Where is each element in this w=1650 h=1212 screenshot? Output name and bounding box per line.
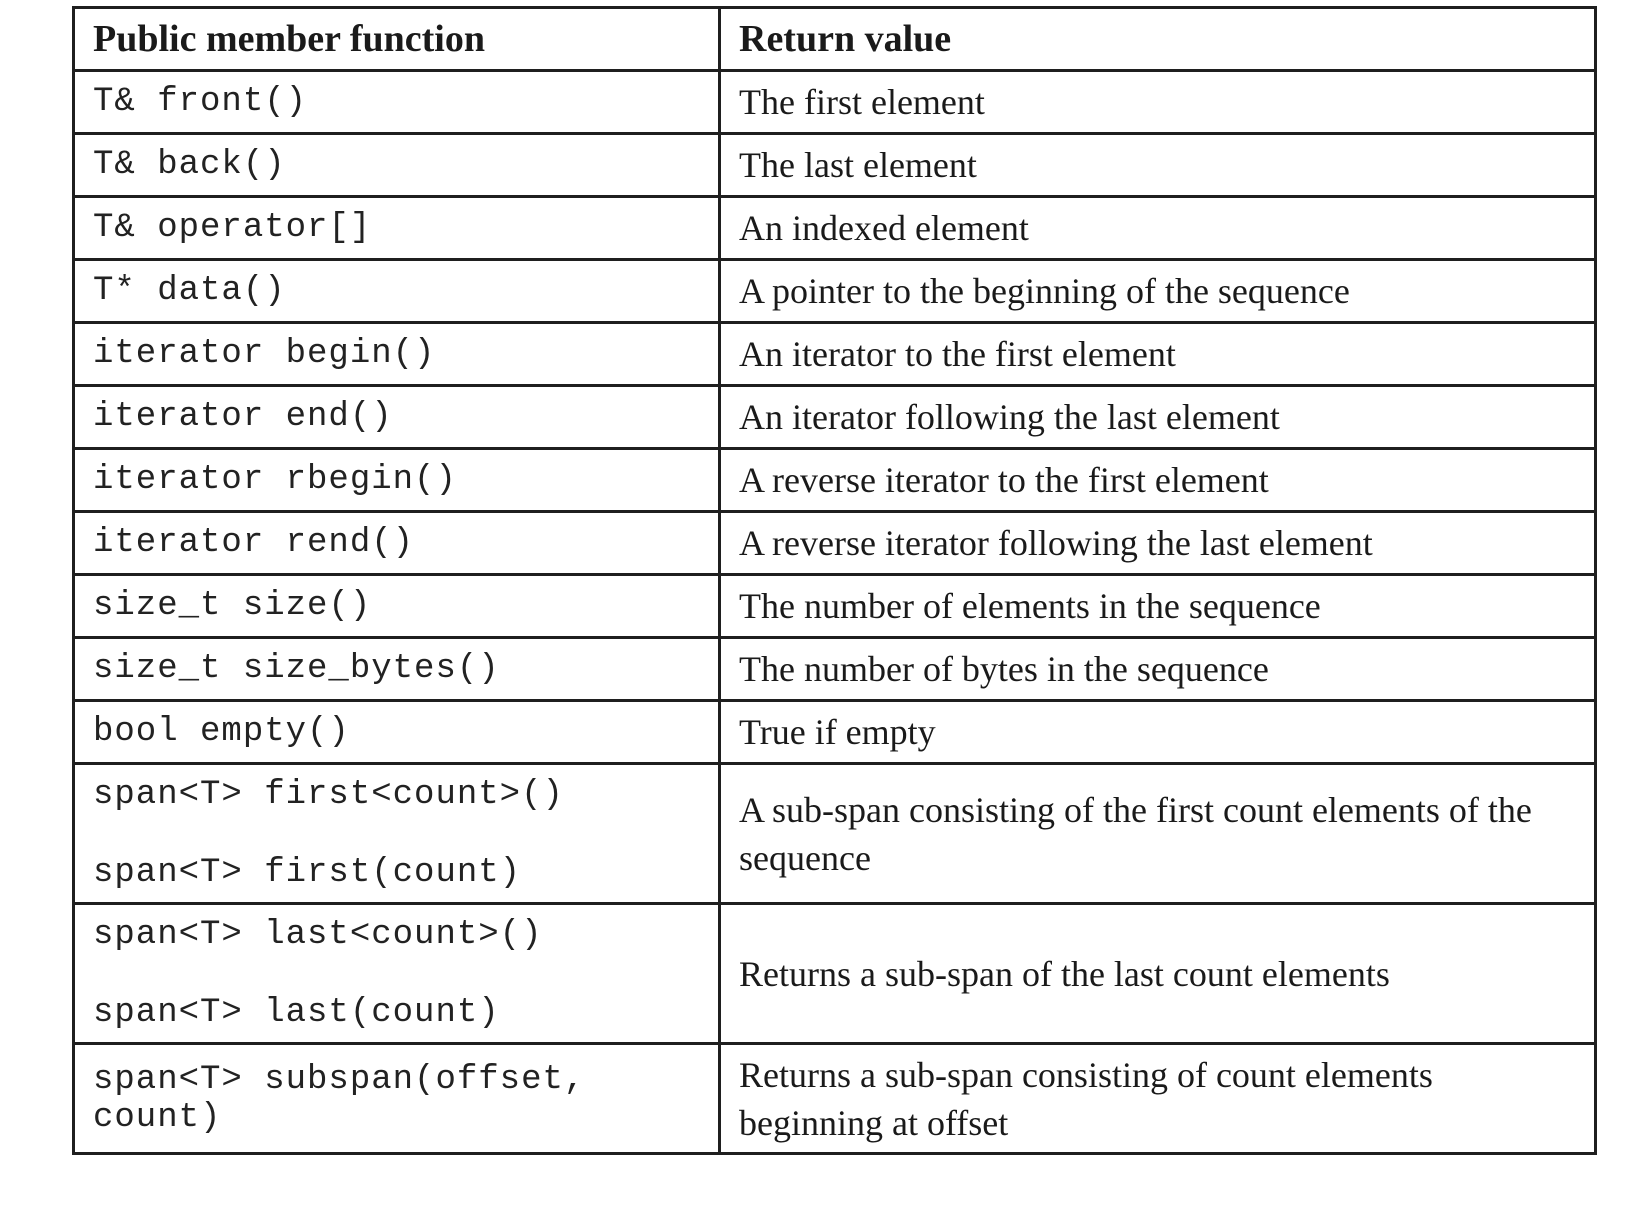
return-cell: A pointer to the beginning of the sequen…	[718, 258, 1597, 324]
function-signature: T& back()	[93, 146, 286, 184]
function-cell: size_t size()	[72, 573, 721, 639]
function-signature: iterator begin()	[93, 335, 436, 373]
function-cell: iterator rbegin()	[72, 447, 721, 513]
function-cell: iterator begin()	[72, 321, 721, 387]
function-cell: span<T> subspan(offset, count)	[72, 1042, 721, 1155]
table-row: iterator end() An iterator following the…	[72, 384, 1597, 450]
function-signature: span<T> subspan(offset,	[93, 1060, 586, 1099]
function-signature: span<T> last(count)	[93, 993, 500, 1032]
function-signature: T& front()	[93, 83, 308, 121]
function-signature: bool empty()	[93, 713, 350, 751]
header-return-value: Return value	[718, 6, 1597, 72]
function-cell: iterator rend()	[72, 510, 721, 576]
function-cell: span<T> last<count>() span<T> last(count…	[72, 902, 721, 1045]
member-function-table: Public member function Return value T& f…	[72, 6, 1597, 1155]
function-signature: iterator end()	[93, 398, 393, 436]
table-row: span<T> first<count>() span<T> first(cou…	[72, 762, 1597, 905]
function-cell: T& operator[]	[72, 195, 721, 261]
return-cell: A reverse iterator following the last el…	[718, 510, 1597, 576]
function-cell: bool empty()	[72, 699, 721, 765]
table-row: iterator rbegin() A reverse iterator to …	[72, 447, 1597, 513]
function-signature: iterator rbegin()	[93, 461, 457, 499]
return-cell: The number of bytes in the sequence	[718, 636, 1597, 702]
table-row: T& back() The last element	[72, 132, 1597, 198]
table-row: size_t size() The number of elements in …	[72, 573, 1597, 639]
function-cell: iterator end()	[72, 384, 721, 450]
table-row: iterator rend() A reverse iterator follo…	[72, 510, 1597, 576]
return-cell: An indexed element	[718, 195, 1597, 261]
line-gap	[93, 954, 700, 994]
table-header-row: Public member function Return value	[72, 6, 1597, 72]
function-signature: span<T> first(count)	[93, 853, 522, 892]
return-cell: A sub-span consisting of the first count…	[718, 762, 1597, 905]
return-cell: True if empty	[718, 699, 1597, 765]
function-cell: T& front()	[72, 69, 721, 135]
function-cell: T& back()	[72, 132, 721, 198]
header-public-member-function: Public member function	[72, 6, 721, 72]
function-signature: span<T> last<count>()	[93, 915, 543, 954]
table-row: size_t size_bytes() The number of bytes …	[72, 636, 1597, 702]
function-signature: T* data()	[93, 272, 286, 310]
return-cell: Returns a sub-span of the last count ele…	[718, 902, 1597, 1045]
function-signature: size_t size_bytes()	[93, 650, 500, 688]
function-signature: count)	[93, 1098, 222, 1137]
table-row: iterator begin() An iterator to the firs…	[72, 321, 1597, 387]
return-cell: The number of elements in the sequence	[718, 573, 1597, 639]
return-cell: A reverse iterator to the first element	[718, 447, 1597, 513]
line-gap	[93, 814, 700, 854]
function-signature: T& operator[]	[93, 209, 372, 247]
return-cell: An iterator to the first element	[718, 321, 1597, 387]
function-cell: T* data()	[72, 258, 721, 324]
return-cell: Returns a sub-span consisting of count e…	[718, 1042, 1597, 1155]
function-cell: span<T> first<count>() span<T> first(cou…	[72, 762, 721, 905]
return-cell: The last element	[718, 132, 1597, 198]
table-row: bool empty() True if empty	[72, 699, 1597, 765]
return-cell: The first element	[718, 69, 1597, 135]
table-row: T& operator[] An indexed element	[72, 195, 1597, 261]
function-cell: size_t size_bytes()	[72, 636, 721, 702]
return-cell: An iterator following the last element	[718, 384, 1597, 450]
function-signature: iterator rend()	[93, 524, 415, 562]
table-row: span<T> last<count>() span<T> last(count…	[72, 902, 1597, 1045]
table-row: T* data() A pointer to the beginning of …	[72, 258, 1597, 324]
function-signature: span<T> first<count>()	[93, 775, 564, 814]
function-signature: size_t size()	[93, 587, 372, 625]
table-row: span<T> subspan(offset, count) Returns a…	[72, 1042, 1597, 1155]
table-row: T& front() The first element	[72, 69, 1597, 135]
